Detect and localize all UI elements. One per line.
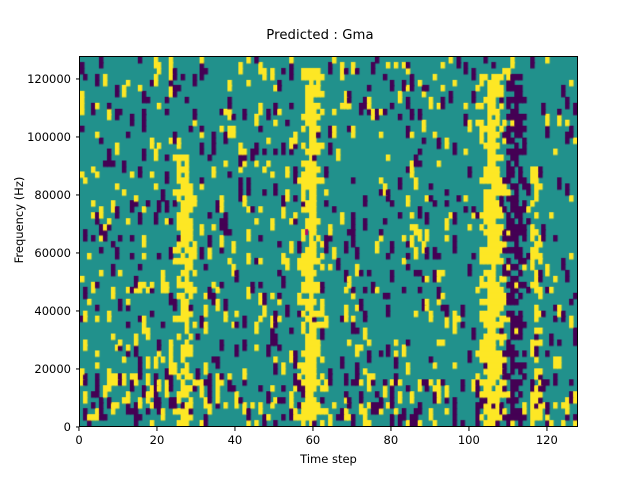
y-tick-mark: [75, 368, 80, 370]
y-tick-label: 0: [63, 420, 71, 434]
x-tick-label: 120: [535, 433, 558, 447]
heatmap-plot-area: [79, 56, 578, 427]
x-tick-mark: [546, 427, 548, 431]
y-tick-label: 60000: [34, 246, 71, 261]
y-axis-label: Frequency (Hz): [12, 176, 26, 264]
x-tick-mark: [78, 427, 80, 431]
x-tick-label: 0: [75, 433, 83, 447]
y-tick-label: 20000: [34, 362, 71, 377]
y-axis-tick-labels: 0 20000 40000 60000 80000 100000 120000: [0, 0, 71, 480]
y-tick-label: 100000: [27, 130, 71, 145]
x-tick-label: 20: [149, 433, 165, 447]
x-tick-mark: [468, 427, 470, 431]
y-tick-label: 120000: [27, 72, 71, 87]
y-tick-mark: [75, 136, 80, 138]
heatmap-canvas: [80, 57, 577, 426]
y-tick-mark: [75, 78, 80, 80]
x-tick-label: 40: [227, 433, 243, 447]
x-axis-label: Time step: [300, 452, 357, 466]
x-tick-mark: [234, 427, 236, 431]
x-tick-mark: [390, 427, 392, 431]
x-tick-label: 80: [383, 433, 399, 447]
x-tick-label: 100: [457, 433, 480, 447]
x-tick-mark: [312, 427, 314, 431]
y-tick-label: 80000: [34, 188, 71, 203]
x-tick-label: 60: [305, 433, 321, 447]
y-tick-mark: [75, 252, 80, 254]
y-tick-mark: [75, 426, 80, 428]
y-tick-label: 40000: [34, 304, 71, 319]
y-tick-mark: [75, 194, 80, 196]
x-tick-mark: [156, 427, 158, 431]
page-title: Predicted : Gma: [266, 28, 374, 43]
y-tick-mark: [75, 310, 80, 312]
